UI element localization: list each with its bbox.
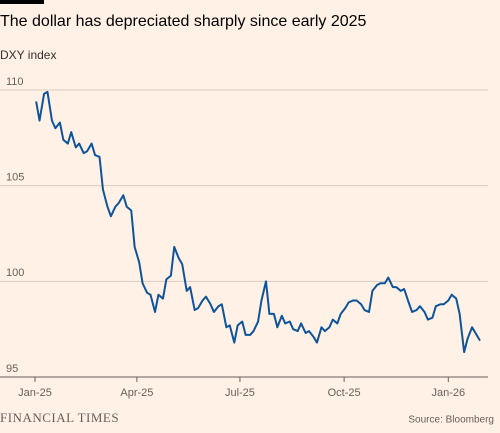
brand-bar bbox=[0, 0, 44, 4]
data-line bbox=[35, 90, 481, 354]
branding: FINANCIAL TIMES bbox=[0, 410, 119, 425]
x-tick-label: Oct-25 bbox=[328, 387, 361, 399]
chart-subtitle: DXY index bbox=[0, 48, 56, 62]
x-tick-label: Jan-25 bbox=[18, 387, 52, 399]
x-tick-label: Jul-25 bbox=[225, 387, 255, 399]
y-tick-label: 100 bbox=[6, 267, 24, 279]
y-tick-label: 105 bbox=[6, 172, 24, 184]
x-tick-label: Apr-25 bbox=[120, 387, 153, 399]
chart-title: The dollar has depreciated sharply since… bbox=[0, 13, 367, 30]
y-tick-label: 110 bbox=[6, 76, 24, 88]
x-tick-label: Jan-26 bbox=[431, 387, 465, 399]
y-tick-label: 95 bbox=[6, 363, 18, 375]
source: Source: Bloomberg bbox=[408, 415, 494, 426]
